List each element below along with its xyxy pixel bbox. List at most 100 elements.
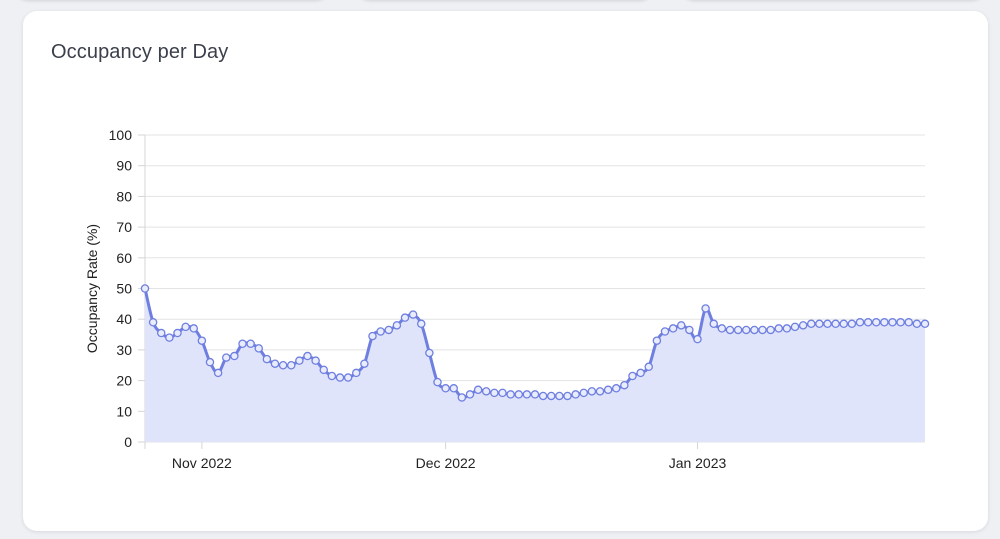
data-point: [327, 371, 337, 381]
data-point: [717, 324, 727, 333]
data-point: [709, 319, 719, 329]
data-point: [156, 328, 166, 338]
data-point: [863, 318, 873, 327]
data-point: [498, 388, 507, 398]
data-point: [839, 319, 849, 329]
data-point: [620, 380, 629, 390]
occupancy-chart-card: Occupancy per Day: [23, 11, 988, 531]
data-point: [441, 384, 450, 393]
y-tick-label: 10: [116, 403, 132, 419]
data-point: [685, 325, 694, 335]
occupancy-area-fill: [145, 288, 925, 442]
data-point: [766, 325, 775, 335]
data-point: [555, 391, 564, 401]
data-point: [221, 353, 231, 362]
data-point: [262, 354, 272, 364]
data-point: [872, 318, 881, 327]
data-point: [270, 359, 280, 368]
y-tick-label: 40: [116, 311, 132, 327]
data-point: [173, 328, 182, 338]
data-point: [360, 359, 369, 368]
y-axis-ticks: 0 10 20 30 40 50 60 70 80 90 100: [109, 127, 145, 450]
data-point: [392, 321, 402, 330]
data-point: [668, 324, 678, 333]
data-point: [888, 318, 897, 327]
data-point: [904, 318, 914, 327]
data-point: [896, 318, 905, 327]
data-point: [286, 360, 296, 370]
data-point: [823, 319, 832, 329]
data-point: [612, 384, 621, 393]
data-point: [343, 373, 353, 382]
data-point: [408, 310, 418, 319]
data-point: [912, 319, 922, 329]
data-point: [416, 319, 426, 329]
data-point: [880, 318, 889, 327]
data-point: [522, 390, 532, 399]
y-tick-label: 30: [116, 342, 132, 358]
data-point: [742, 325, 751, 335]
x-tick-label: Nov 2022: [172, 455, 232, 471]
data-point: [311, 356, 320, 365]
data-point: [733, 325, 743, 335]
data-point: [230, 351, 239, 361]
y-tick-label: 50: [116, 281, 132, 297]
data-point: [855, 318, 865, 327]
data-point: [750, 325, 759, 335]
data-point: [181, 322, 190, 332]
data-point: [603, 385, 613, 395]
data-point: [701, 304, 710, 313]
data-point: [189, 324, 198, 333]
data-point: [384, 325, 393, 335]
x-tick-label: Jan 2023: [669, 455, 727, 471]
data-point: [140, 284, 150, 293]
data-point: [246, 339, 255, 349]
y-tick-label: 60: [116, 250, 132, 266]
data-point: [165, 333, 174, 342]
data-point: [677, 321, 686, 330]
y-tick-label: 100: [109, 127, 133, 143]
data-point: [587, 387, 597, 396]
data-point: [782, 324, 792, 333]
y-tick-label: 80: [116, 188, 132, 204]
data-point: [490, 388, 499, 398]
data-point: [660, 327, 670, 336]
y-tick-label: 0: [124, 434, 132, 450]
data-point: [831, 319, 840, 329]
data-point: [295, 356, 304, 365]
y-tick-label: 90: [116, 158, 132, 174]
data-point: [538, 391, 548, 401]
data-point: [774, 324, 784, 333]
card-title: Occupancy per Day: [51, 41, 229, 63]
data-point: [457, 393, 467, 402]
data-point: [319, 365, 328, 375]
data-point: [571, 390, 580, 399]
data-point: [278, 360, 288, 370]
data-point: [514, 390, 524, 399]
data-point: [335, 373, 345, 382]
data-point: [148, 318, 158, 327]
data-point: [449, 384, 458, 393]
x-axis-ticks: Nov 2022 Dec 2022 Jan 2023: [172, 442, 727, 471]
data-point: [847, 319, 857, 329]
data-point: [758, 325, 767, 335]
data-point: [368, 331, 377, 341]
data-point: [197, 336, 207, 345]
data-point: [425, 348, 434, 358]
data-point: [530, 390, 540, 399]
data-point: [815, 319, 824, 329]
data-point: [303, 351, 312, 361]
data-point: [652, 336, 662, 345]
data-point: [351, 368, 361, 378]
data-point: [506, 390, 515, 399]
data-point: [473, 385, 483, 395]
data-point: [376, 327, 385, 336]
data-point: [238, 339, 247, 349]
data-point: [644, 362, 654, 372]
occupancy-points: [140, 284, 930, 402]
data-point: [254, 344, 263, 353]
y-axis-title: Occupancy Rate (%): [84, 224, 100, 353]
x-tick-label: Dec 2022: [416, 455, 476, 471]
data-point: [798, 321, 808, 330]
